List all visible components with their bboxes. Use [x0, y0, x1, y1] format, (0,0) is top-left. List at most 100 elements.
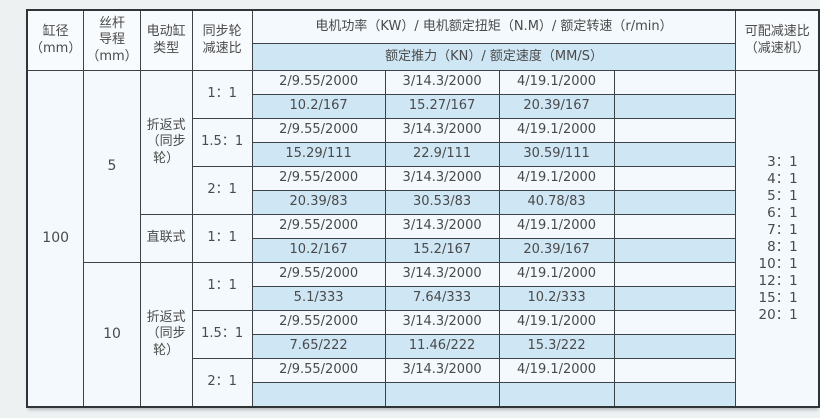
spec-cell	[613, 94, 737, 119]
spec-table: 缸径 （mm） 丝杆 导程 （mm） 电动缸 类型 同步轮 减速比 电机功率（K…	[26, 9, 820, 408]
table-row: 1.5：1 2/9.55/2000 3/14.3/2000 4/19.1/2000	[27, 118, 819, 167]
spec-cell: 2/9.55/2000	[251, 70, 386, 95]
header-bore: 缸径 （mm）	[26, 9, 85, 71]
header-sync-ratio: 同步轮 减速比	[191, 9, 253, 71]
ratio-value: 1.5：1	[191, 118, 253, 167]
ratio-value: 1：1	[191, 214, 253, 263]
spec-cell: 4/19.1/2000	[498, 118, 615, 143]
header-cylinder-type: 电动缸 类型	[139, 9, 193, 71]
spec-table-body: 100 5 折返式 （同步 轮） 1：1 2/9.55/2000 3/14.3/2000 4…	[26, 70, 820, 408]
reducer-options: 3：1 4：1 5：1 6：1 7：1 8：1 10：1 12：1 15：1 20：1	[735, 70, 820, 408]
spec-cell: 3/14.3/2000	[384, 358, 500, 383]
spec-cell: 2/9.55/2000	[251, 358, 386, 383]
spec-cell	[251, 382, 386, 408]
type-value: 折返式 （同步 轮）	[139, 70, 193, 215]
table-row: 5.1/333 7.64/333 10.2/333	[27, 286, 819, 311]
type-value: 直联式	[139, 214, 193, 263]
reducer-option: 20：1	[758, 306, 798, 323]
spec-table-header: 缸径 （mm） 丝杆 导程 （mm） 电动缸 类型 同步轮 减速比 电机功率（K…	[26, 9, 820, 71]
spec-cell: 15.2/167	[384, 238, 500, 263]
spec-cell: 15.3/222	[498, 334, 615, 359]
table-row: 7.65/222 11.46/222 15.3/222	[27, 334, 819, 359]
spec-cell: 3/14.3/2000	[384, 262, 500, 287]
spec-cell: 15.29/111	[251, 142, 386, 167]
spec-cell: 10.2/167	[251, 238, 386, 263]
reducer-option: 12：1	[758, 272, 798, 289]
spec-cell	[613, 70, 737, 95]
spec-cell: 3/14.3/2000	[384, 70, 500, 95]
table-row	[27, 382, 819, 408]
spec-cell: 4/19.1/2000	[498, 310, 615, 335]
spec-cell: 4/19.1/2000	[498, 166, 615, 191]
spec-cell: 10.2/333	[498, 286, 615, 311]
reducer-option: 15：1	[758, 289, 798, 306]
spec-cell	[613, 310, 737, 335]
spec-cell	[384, 382, 500, 408]
spec-cell: 2/9.55/2000	[251, 118, 386, 143]
table-row: 1.5：1 2/9.55/2000 3/14.3/2000 4/19.1/2000	[27, 310, 819, 359]
reducer-option: 7：1	[767, 221, 798, 238]
spec-cell: 2/9.55/2000	[251, 214, 386, 239]
table-row: 2：1 2/9.55/2000 3/14.3/2000 4/19.1/2000	[27, 358, 819, 408]
bore-value: 100	[26, 70, 85, 408]
header-lead: 丝杆 导程 （mm）	[83, 9, 141, 71]
spec-cell	[613, 166, 737, 191]
spec-cell: 20.39/167	[498, 238, 615, 263]
reducer-option: 8：1	[767, 238, 798, 255]
spec-cell: 3/14.3/2000	[384, 214, 500, 239]
spec-cell: 20.39/167	[498, 94, 615, 119]
spec-cell: 20.39/83	[251, 190, 386, 215]
spec-cell	[613, 238, 737, 263]
spec-cell: 3/14.3/2000	[384, 118, 500, 143]
spec-cell	[498, 382, 615, 408]
ratio-value: 2：1	[191, 358, 253, 408]
reducer-option: 4：1	[767, 170, 798, 187]
spec-cell	[613, 334, 737, 359]
spec-cell	[613, 118, 737, 143]
ratio-value: 1.5：1	[191, 310, 253, 359]
spec-cell: 30.53/83	[384, 190, 500, 215]
table-row: 10 折返式 （同步 轮） 1：1 2/9.55/2000 3/14.3/2000 4/1…	[27, 262, 819, 408]
type-value: 折返式 （同步 轮）	[139, 262, 193, 408]
spec-cell: 3/14.3/2000	[384, 166, 500, 191]
spec-cell: 4/19.1/2000	[498, 262, 615, 287]
ratio-value: 1：1	[191, 262, 253, 311]
spec-cell	[613, 262, 737, 287]
spec-cell: 30.59/111	[498, 142, 615, 167]
reducer-option: 3：1	[767, 153, 798, 170]
header-motor-spec: 电机功率（KW）/ 电机额定扭矩（N.M）/ 额定转速（r/min）	[251, 9, 737, 44]
spec-cell: 5.1/333	[251, 286, 386, 311]
spec-cell: 7.64/333	[384, 286, 500, 311]
spec-cell	[613, 382, 737, 408]
table-row: 10.2/167 15.27/167 20.39/167	[27, 94, 819, 119]
spec-cell: 7.65/222	[251, 334, 386, 359]
spec-cell	[613, 358, 737, 383]
reducer-option: 6：1	[767, 204, 798, 221]
lead-value: 5	[83, 70, 141, 263]
lead-value: 10	[83, 262, 141, 408]
spec-cell	[613, 286, 737, 311]
table-row: 直联式 1：1 2/9.55/2000 3/14.3/2000 4/19.1/2000	[27, 214, 819, 263]
reducer-option: 5：1	[767, 187, 798, 204]
spec-cell	[613, 190, 737, 215]
table-row: 20.39/83 30.53/83 40.78/83	[27, 190, 819, 215]
ratio-value: 1：1	[191, 70, 253, 119]
ratio-value: 2：1	[191, 166, 253, 215]
spec-cell: 2/9.55/2000	[251, 262, 386, 287]
header-thrust-speed: 额定推力（KN）/ 额定速度（MM/S）	[251, 43, 737, 71]
spec-cell: 4/19.1/2000	[498, 214, 615, 239]
spec-cell: 11.46/222	[384, 334, 500, 359]
table-row: 100 5 折返式 （同步 轮） 1：1 2/9.55/2000 3/14.3/2000 4…	[26, 70, 820, 408]
spec-cell	[613, 214, 737, 239]
header-row-2: 额定推力（KN）/ 额定速度（MM/S）	[27, 43, 819, 71]
spec-cell: 10.2/167	[251, 94, 386, 119]
spec-cell: 3/14.3/2000	[384, 310, 500, 335]
spec-cell: 2/9.55/2000	[251, 310, 386, 335]
spec-cell	[613, 142, 737, 167]
spec-cell: 40.78/83	[498, 190, 615, 215]
spec-cell: 22.9/111	[384, 142, 500, 167]
table-row: 2：1 2/9.55/2000 3/14.3/2000 4/19.1/2000	[27, 166, 819, 215]
spec-cell: 15.27/167	[384, 94, 500, 119]
header-reducer: 可配减速比 （减速机）	[735, 9, 820, 71]
